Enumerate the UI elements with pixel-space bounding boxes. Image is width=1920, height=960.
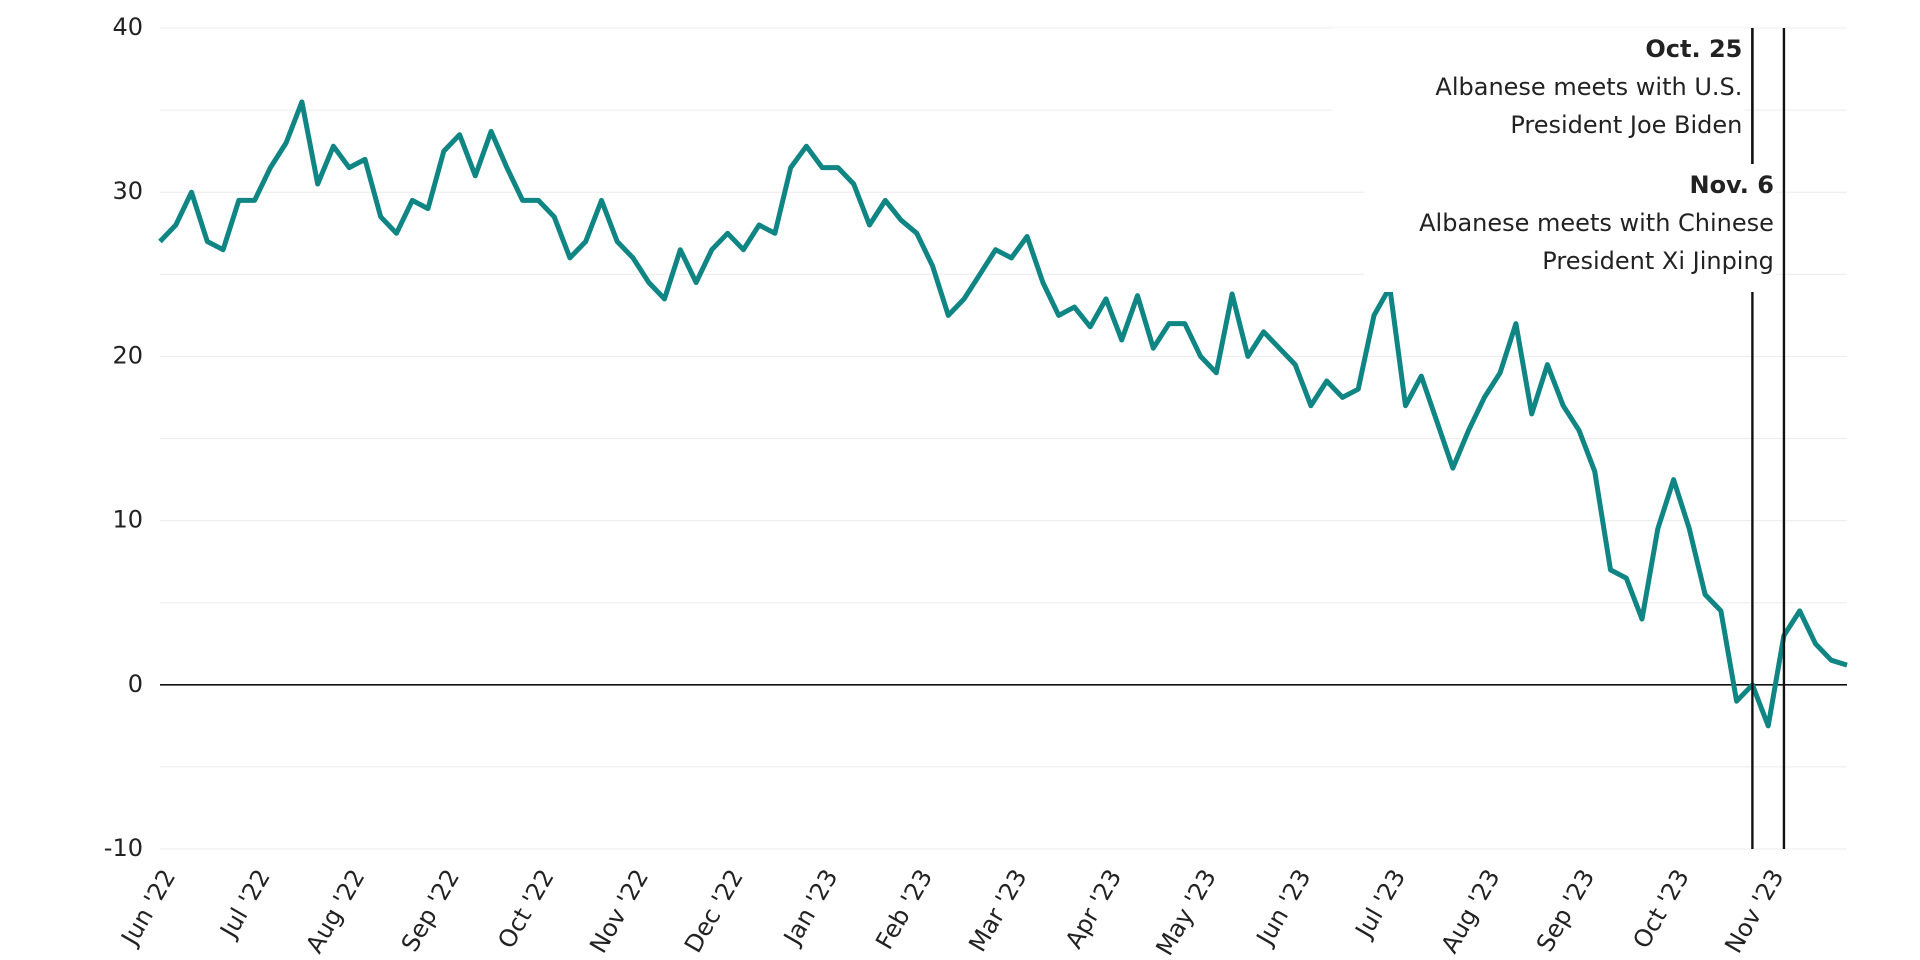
x-tick-label: Apr '23 <box>1060 865 1127 954</box>
annotation-text: Albanese meets with U.S. <box>1435 73 1742 101</box>
x-tick-label: Feb '23 <box>870 865 938 955</box>
x-tick-label: Jul '22 <box>214 865 276 945</box>
annotation-background <box>1332 28 1745 156</box>
x-tick-label: Nov '23 <box>1719 865 1789 958</box>
y-tick-label: 30 <box>112 177 143 205</box>
y-tick-label: 20 <box>112 341 143 369</box>
x-tick-label: Jun '23 <box>1250 865 1316 952</box>
x-tick-label: Oct '22 <box>492 865 559 954</box>
x-tick-label: Aug '23 <box>1436 865 1506 958</box>
x-tick-label: Oct '23 <box>1627 865 1694 954</box>
x-tick-label: Sep '22 <box>396 865 465 957</box>
annotation-text: President Joe Biden <box>1510 111 1742 139</box>
x-tick-label: Aug '22 <box>300 865 370 958</box>
x-tick-label: Mar '23 <box>963 865 1032 957</box>
y-tick-label: 0 <box>128 670 143 698</box>
y-tick-label: -10 <box>104 834 143 862</box>
x-tick-label: Jun '22 <box>115 865 181 952</box>
x-tick-label: Jan '23 <box>777 865 843 952</box>
x-tick-label: Dec '22 <box>679 865 749 958</box>
y-tick-label: 40 <box>112 13 143 41</box>
annotation-label: Oct. 25 <box>1645 35 1742 63</box>
annotation-label: Nov. 6 <box>1689 171 1773 199</box>
annotation-background <box>1363 164 1776 292</box>
y-tick-label: 10 <box>112 506 143 534</box>
annotation-text: President Xi Jinping <box>1542 247 1774 275</box>
x-tick-label: May '23 <box>1150 865 1221 960</box>
annotation-text: Albanese meets with Chinese <box>1419 209 1774 237</box>
x-tick-label: Jul '23 <box>1349 865 1411 945</box>
x-tick-label: Nov '22 <box>584 865 654 958</box>
x-tick-label: Sep '23 <box>1531 865 1600 957</box>
line <box>158 99 1848 729</box>
